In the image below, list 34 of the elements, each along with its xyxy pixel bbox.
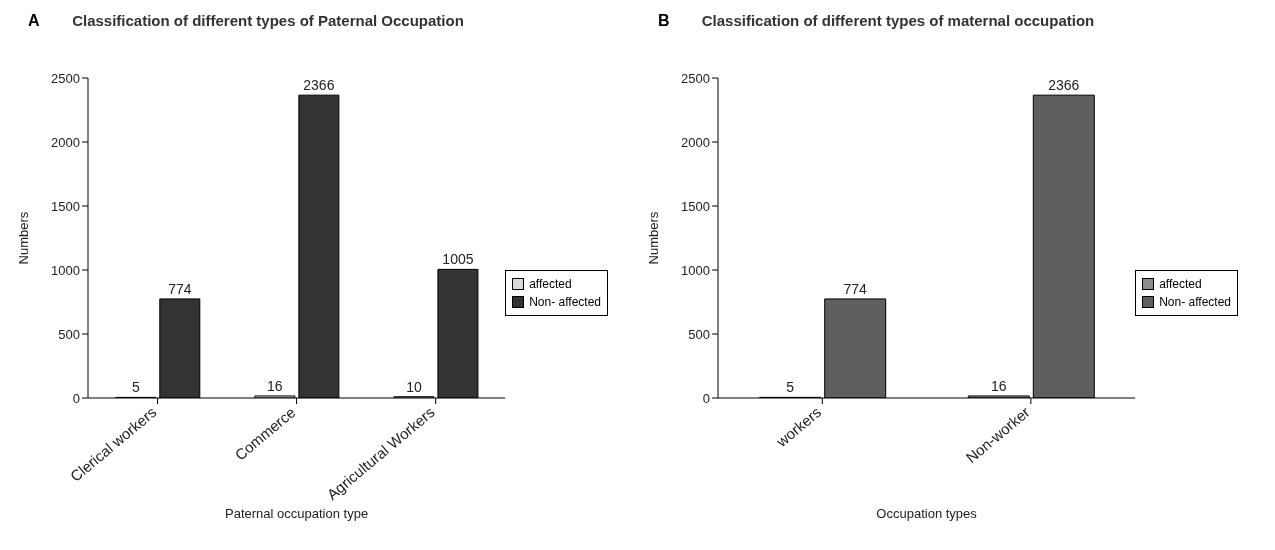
- y-tick-label: 1000: [681, 262, 710, 278]
- y-tick-label: 2000: [51, 134, 80, 150]
- legend-label: affected: [529, 276, 572, 293]
- data-label: 774: [843, 280, 868, 297]
- data-label: 16: [267, 377, 283, 394]
- x-axis-title: Paternal occupation type: [225, 506, 369, 521]
- y-tick-label: 0: [72, 390, 80, 406]
- data-label: 2366: [1048, 77, 1080, 94]
- x-axis-title: Occupation types: [876, 506, 978, 521]
- data-label: 10: [406, 378, 422, 395]
- y-tick-label: 2000: [681, 134, 710, 150]
- data-label: 2366: [303, 77, 335, 94]
- y-tick-label: 500: [58, 326, 80, 342]
- text: A: [28, 12, 40, 30]
- legend-label: Non- affected: [529, 294, 601, 311]
- chart-title: Classification of different types of Paternal Occupation: [71, 12, 465, 29]
- data-label: 774: [168, 280, 192, 297]
- legend-label: Non- affected: [1159, 294, 1231, 311]
- data-label: 5: [786, 379, 795, 396]
- y-axis-title: Numbers: [645, 211, 661, 265]
- y-tick-label: 2500: [51, 70, 80, 86]
- y-tick-label: 1500: [51, 198, 80, 214]
- y-tick-label: 1500: [681, 198, 710, 214]
- data-label: 1005: [442, 251, 474, 268]
- y-tick-label: 1000: [51, 262, 80, 278]
- chart-title: Classification of different types of maternal occupation: [700, 12, 1096, 29]
- y-tick-label: 2500: [681, 70, 710, 86]
- y-tick-label: 0: [702, 390, 710, 406]
- data-label: 16: [991, 377, 1007, 394]
- data-label: 5: [131, 379, 140, 396]
- legend-label: affected: [1159, 276, 1202, 293]
- y-axis-title: Numbers: [15, 211, 31, 265]
- y-tick-label: 500: [688, 326, 710, 342]
- text: B: [658, 12, 670, 30]
